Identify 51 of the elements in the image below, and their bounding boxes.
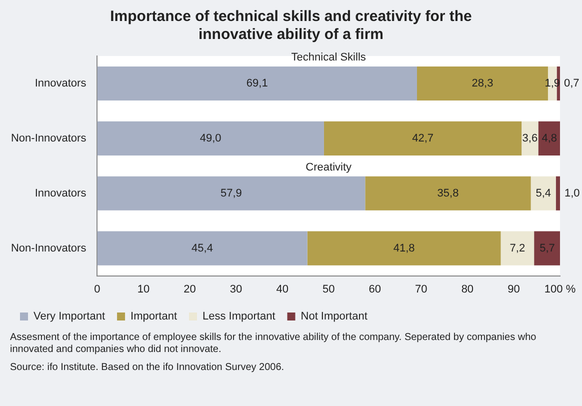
x-tick-label: 80 [461, 283, 474, 296]
data-label: 0,7 [564, 78, 580, 90]
data-label: 69,1 [246, 78, 268, 90]
bar [307, 231, 501, 266]
data-label: 7,2 [510, 242, 526, 254]
y-tick-label: Innovators [34, 187, 87, 200]
data-label: 57,9 [220, 187, 242, 200]
bar [500, 231, 534, 266]
annotation: Creativity [306, 162, 352, 174]
y-tick-label: Innovators [34, 78, 87, 90]
x-tick-label: 50 [322, 283, 335, 296]
text: Assesment of the importance of employee skills for the innovative ability of the company. Seperated by companies who innovated and companies who did not innovate. [10, 332, 538, 356]
x-tick-label: 0 [94, 283, 100, 296]
x-tick-label: 100 % [544, 283, 576, 296]
data-label: 4,8 [542, 132, 558, 144]
x-tick-label: 70 [415, 283, 428, 296]
bar [534, 231, 560, 266]
y-tick-label: Non-Innovators [10, 132, 87, 144]
chart-title: Importance of technical skills and creativity for the innovative ability of a firm [109, 7, 473, 44]
data-label: 49,0 [200, 132, 222, 144]
bar [97, 121, 324, 156]
annotation: Technical Skills [291, 52, 366, 64]
data-label: 28,3 [472, 78, 494, 90]
bar [530, 176, 556, 210]
bar [97, 66, 417, 101]
data-label: 41,8 [393, 242, 415, 254]
y-tick-label: Non-Innovators [10, 242, 87, 254]
x-tick-label: 30 [230, 283, 242, 296]
x-tick-label: 40 [276, 283, 288, 296]
x-tick-label: 90 [508, 283, 520, 296]
bar [97, 231, 308, 266]
data-label: 5,7 [540, 242, 555, 254]
data-label: 42,7 [412, 132, 434, 144]
legend-label: Less Important [202, 310, 276, 323]
legend-label: Very Important [34, 310, 106, 323]
bar [556, 176, 560, 210]
legend-label: Important [130, 310, 177, 323]
data-label: 5,4 [536, 187, 551, 200]
data-label: 1,0 [564, 187, 580, 200]
bar [365, 176, 531, 210]
bar [324, 121, 522, 156]
x-tick-label: 10 [137, 283, 150, 296]
bar [97, 176, 366, 210]
x-tick-label: 60 [368, 283, 382, 296]
data-label: 3,6 [522, 132, 538, 144]
source-note: Source: ifo Institute. Based on the ifo Innovation Survey 2006. [10, 362, 286, 374]
data-label: 45,4 [192, 242, 213, 254]
x-tick-label: 20 [184, 283, 196, 296]
data-label: 35,8 [437, 187, 459, 200]
bar [538, 121, 560, 156]
legend-label: Not Important [300, 310, 368, 323]
